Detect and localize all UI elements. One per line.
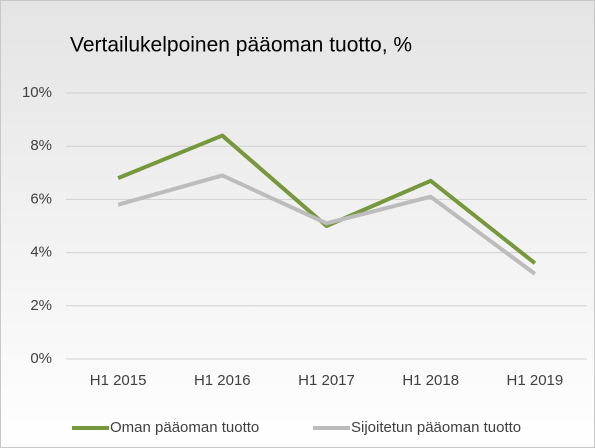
chart-title: Vertailukelpoinen pääoman tuotto, % bbox=[70, 34, 412, 57]
x-tick-label: H1 2016 bbox=[194, 372, 251, 389]
legend-label: Oman pääoman tuotto bbox=[110, 419, 259, 436]
x-tick-label: H1 2015 bbox=[90, 372, 147, 389]
x-tick-label: H1 2019 bbox=[507, 372, 564, 389]
x-tick-label: H1 2017 bbox=[298, 372, 355, 389]
y-tick-label: 4% bbox=[30, 244, 52, 261]
y-tick-label: 0% bbox=[30, 350, 52, 367]
series-line bbox=[117, 173, 537, 276]
series-line bbox=[117, 133, 537, 265]
y-tick-label: 6% bbox=[30, 190, 52, 207]
x-tick-label: H1 2018 bbox=[402, 372, 459, 389]
y-tick-label: 10% bbox=[22, 84, 52, 101]
y-tick-label: 8% bbox=[30, 137, 52, 154]
legend-label: Sijoitetun pääoman tuotto bbox=[351, 419, 521, 436]
y-tick-label: 2% bbox=[30, 297, 52, 314]
